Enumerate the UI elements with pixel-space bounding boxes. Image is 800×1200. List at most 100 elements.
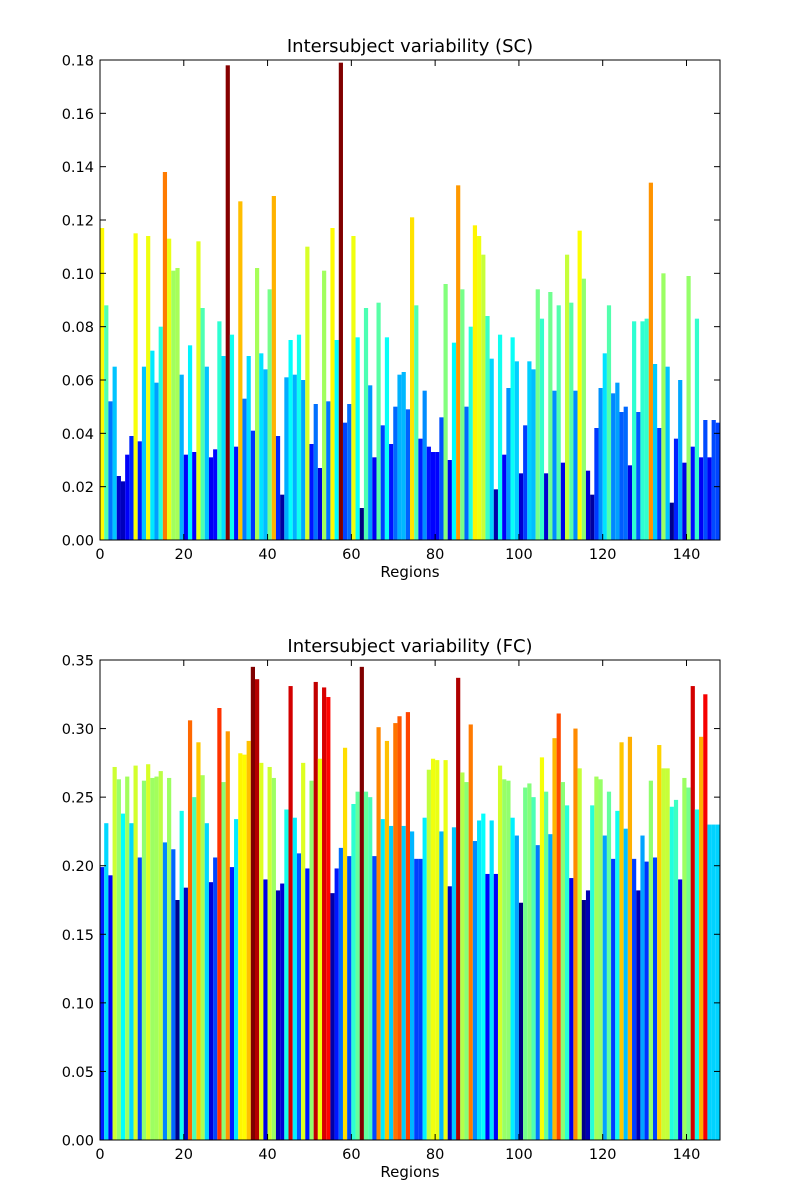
fc-bar: [271, 777, 276, 1140]
fc-bar: [100, 867, 105, 1140]
sc-bar: [179, 374, 184, 540]
sc-y-tick-label: 0.14: [62, 160, 94, 176]
sc-bar: [477, 236, 482, 540]
fc-bar: [531, 797, 536, 1140]
sc-x-tick-label: 140: [673, 547, 701, 563]
fc-chart-title: Intersubject variability (FC): [287, 636, 532, 657]
sc-x-tick-label: 60: [342, 547, 360, 563]
fc-bar: [497, 765, 503, 1140]
fc-bar: [657, 745, 662, 1140]
sc-bar: [389, 444, 394, 540]
sc-bar: [485, 316, 490, 540]
fc-bar: [204, 823, 209, 1140]
fc-bar: [146, 764, 151, 1140]
fc-bar: [661, 768, 666, 1140]
fc-bar: [393, 723, 398, 1140]
fc-bar: [246, 740, 251, 1140]
sc-bar: [644, 318, 649, 540]
fc-bar: [363, 791, 369, 1140]
fc-bar: [426, 769, 431, 1140]
fc-bar: [108, 875, 113, 1140]
sc-bar: [632, 321, 637, 540]
fc-bar: [179, 810, 184, 1140]
fc-bar: [590, 805, 595, 1140]
fc-bar: [116, 779, 121, 1140]
sc-bar: [250, 430, 255, 540]
fc-bar: [242, 754, 247, 1140]
fc-bar: [552, 738, 557, 1140]
fc-bar: [309, 780, 314, 1140]
fc-bar: [565, 805, 570, 1140]
sc-bar: [100, 228, 105, 540]
fc-bar: [372, 856, 377, 1140]
sc-bar: [380, 425, 385, 540]
fc-bar: [196, 742, 201, 1140]
sc-bar: [623, 406, 628, 540]
fc-bar: [451, 827, 457, 1140]
sc-bar: [443, 284, 448, 540]
fc-bar: [443, 760, 448, 1140]
sc-bar: [284, 377, 289, 540]
sc-x-tick-label: 100: [505, 547, 533, 563]
sc-y-tick-label: 0.02: [62, 480, 94, 496]
fc-y-tick-label: 0.35: [62, 654, 94, 670]
fc-y-tick-label: 0.30: [62, 722, 94, 738]
fc-bar: [384, 740, 390, 1140]
fc-bar: [158, 771, 163, 1140]
sc-bar: [694, 318, 700, 540]
fc-bar: [317, 758, 323, 1140]
sc-bar: [703, 420, 708, 540]
sc-chart: Intersubject variability (SC) 0.000.020.…: [62, 36, 721, 581]
sc-bar: [141, 366, 147, 540]
fc-bar: [615, 810, 620, 1140]
sc-bar: [686, 276, 691, 540]
sc-bar: [376, 302, 381, 540]
fc-bar: [569, 878, 574, 1140]
fc-bar: [192, 797, 197, 1140]
sc-bar: [665, 366, 670, 540]
sc-bar: [510, 337, 515, 540]
fc-bar: [539, 757, 545, 1140]
fc-bar: [627, 736, 633, 1140]
fc-y-tick-label: 0.05: [62, 1065, 94, 1081]
sc-bar: [451, 342, 457, 540]
fc-bar: [397, 716, 402, 1140]
fc-bar: [376, 727, 381, 1140]
fc-bar: [217, 708, 222, 1140]
fc-bar: [422, 817, 427, 1140]
fc-bar: [485, 873, 490, 1140]
sc-bar: [715, 422, 720, 540]
fc-bar: [175, 900, 180, 1140]
fc-bar: [150, 777, 155, 1140]
fc-bar: [623, 828, 628, 1140]
fc-y-tick-label: 0.10: [62, 996, 94, 1012]
sc-bar: [489, 358, 494, 540]
sc-bar: [154, 382, 159, 540]
sc-plot-frame: [99, 59, 721, 541]
fc-bar: [187, 720, 193, 1140]
fc-bar: [171, 849, 176, 1140]
sc-bar: [531, 369, 536, 540]
fc-bar: [183, 887, 188, 1140]
fc-bar: [229, 867, 235, 1140]
fc-x-tick-label: 120: [589, 1147, 617, 1163]
sc-bar: [104, 305, 109, 540]
fc-bar: [585, 890, 591, 1140]
sc-bar: [460, 289, 465, 540]
fc-bar: [359, 666, 364, 1140]
sc-bar: [171, 270, 176, 540]
sc-bar: [133, 233, 138, 540]
fc-bar: [527, 783, 532, 1140]
fc-bar: [389, 825, 394, 1140]
sc-bar: [422, 390, 427, 540]
sc-bar: [187, 345, 193, 540]
sc-bar: [292, 374, 297, 540]
fc-bar: [250, 666, 255, 1140]
sc-bar: [259, 353, 264, 540]
sc-y-tick-label: 0.04: [62, 427, 94, 443]
sc-bar: [267, 289, 272, 540]
fc-bar: [468, 724, 473, 1140]
sc-bar: [125, 454, 130, 540]
fc-bar: [125, 776, 130, 1140]
